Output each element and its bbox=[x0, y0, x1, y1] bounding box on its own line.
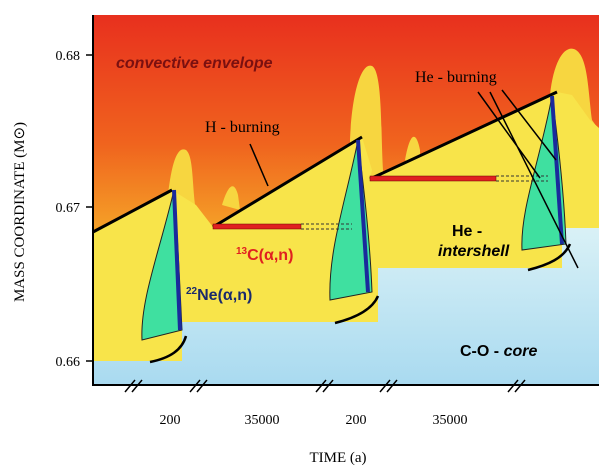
reaction: Ne(α,n) bbox=[197, 287, 252, 304]
y-tick-label: 0.68 bbox=[56, 49, 81, 64]
x-segment-label: 35000 bbox=[245, 413, 280, 428]
x-segment-label: 35000 bbox=[433, 413, 468, 428]
y-tick-label: 0.66 bbox=[56, 355, 81, 370]
y-axis-label: MASS COORDINATE (M⊙) bbox=[12, 122, 28, 302]
core-prefix: C-O - bbox=[460, 343, 499, 360]
intershell-label: intershell bbox=[438, 243, 510, 260]
reaction: C(α,n) bbox=[247, 247, 293, 264]
diagram: 0.68 0.67 0.66 MASS COORDINATE (M⊙) 200 … bbox=[0, 0, 599, 469]
intershell-label: He - bbox=[452, 223, 482, 240]
mass-number: 22 bbox=[186, 286, 198, 297]
envelope-label: convective envelope bbox=[116, 55, 273, 72]
y-tick-label: 0.67 bbox=[56, 201, 81, 216]
c13-pocket bbox=[370, 176, 496, 181]
core-label: C-O - core bbox=[460, 343, 537, 360]
he-burning-label: He - burning bbox=[415, 69, 497, 86]
mass-number: 13 bbox=[236, 246, 248, 257]
core-suffix: core bbox=[504, 343, 538, 360]
x-axis-label: TIME (a) bbox=[309, 450, 366, 466]
tick bbox=[86, 55, 93, 361]
h-burning-label: H - burning bbox=[205, 119, 280, 136]
x-segment-label: 200 bbox=[160, 413, 181, 428]
c13-pocket bbox=[213, 224, 301, 229]
x-segment-label: 200 bbox=[346, 413, 367, 428]
